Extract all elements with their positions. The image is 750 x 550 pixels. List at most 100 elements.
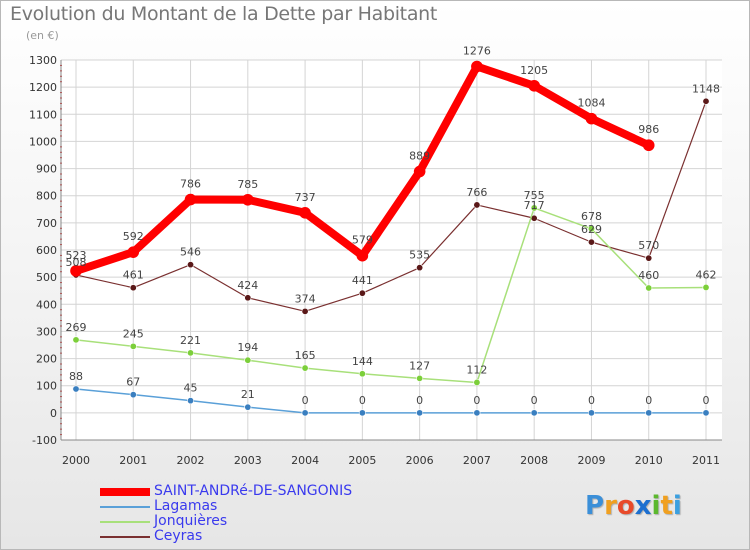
series-line-1	[75, 388, 707, 414]
data-label: 144	[352, 355, 373, 368]
x-tick-label: 2008	[520, 454, 548, 467]
data-label: 165	[295, 349, 316, 362]
data-point	[587, 238, 595, 246]
logo-letter: x	[634, 491, 652, 521]
data-point	[587, 225, 595, 233]
data-point	[471, 60, 483, 73]
chart-unit-label: (en €)	[26, 29, 59, 42]
data-label: 678	[581, 210, 602, 223]
y-tick-label: 1200	[29, 81, 57, 94]
y-tick-label: 600	[36, 244, 57, 257]
x-tick-label: 2002	[177, 454, 205, 467]
data-label: 88	[69, 370, 83, 383]
logo-letter: P	[585, 491, 605, 521]
x-tick-label: 2000	[62, 454, 90, 467]
data-label: 245	[123, 327, 144, 340]
y-tick-label: 1100	[29, 108, 57, 121]
data-label: 45	[184, 382, 198, 395]
data-label: 0	[416, 394, 423, 407]
legend-swatch	[100, 506, 150, 508]
data-label: 67	[126, 376, 140, 389]
data-point	[358, 289, 366, 297]
data-label: 1276	[463, 45, 491, 58]
legend-label: Ceyras	[154, 528, 203, 544]
data-label: 112	[466, 363, 487, 376]
data-label: 441	[352, 274, 373, 287]
logo-letter: t	[660, 491, 673, 521]
data-label: 1084	[577, 97, 605, 110]
data-point	[645, 254, 653, 262]
data-label: 0	[473, 394, 480, 407]
chart-title: Evolution du Montant de la Dette par Hab…	[10, 3, 438, 25]
x-tick-label: 2009	[577, 454, 605, 467]
legend-swatch	[100, 488, 150, 496]
data-label: 717	[524, 199, 545, 212]
x-tick-label: 2007	[463, 454, 491, 467]
data-point	[416, 264, 424, 272]
data-label: 461	[123, 269, 144, 282]
data-label: 21	[241, 388, 255, 401]
data-label: 0	[645, 394, 652, 407]
y-tick-label: 0	[50, 407, 57, 420]
data-label: 0	[302, 394, 309, 407]
data-label: 786	[180, 178, 201, 191]
legend-swatch	[100, 536, 150, 538]
legend-label: Jonquières	[154, 513, 228, 529]
data-point	[358, 409, 366, 417]
legend-label: Lagamas	[154, 498, 218, 514]
y-tick-label: 1300	[29, 54, 57, 67]
data-point	[72, 336, 80, 344]
data-point	[184, 193, 197, 206]
x-tick-label: 2001	[119, 454, 147, 467]
data-point	[416, 374, 424, 382]
data-point	[645, 409, 653, 417]
x-tick-label: 2006	[406, 454, 434, 467]
data-label: 462	[696, 268, 717, 281]
data-label: 535	[409, 249, 430, 262]
data-point	[528, 79, 540, 92]
x-tick-label: 2003	[234, 454, 262, 467]
y-tick-label: -100	[32, 434, 57, 447]
data-point	[129, 342, 137, 350]
data-label: 127	[409, 359, 430, 372]
data-point	[127, 246, 140, 258]
data-label: 1205	[520, 64, 548, 77]
data-point	[530, 204, 538, 212]
data-point	[129, 391, 137, 399]
y-tick-label: 1000	[29, 135, 57, 148]
data-point	[530, 409, 538, 417]
y-tick-label: 200	[36, 353, 57, 366]
logo-letter: i	[651, 491, 661, 521]
data-point	[473, 409, 481, 417]
data-label: 579	[352, 234, 373, 247]
data-label: 755	[524, 189, 545, 202]
data-point	[242, 193, 254, 206]
data-point	[187, 349, 195, 357]
data-label: 986	[638, 123, 659, 136]
y-tick-label: 500	[36, 271, 57, 284]
data-point	[416, 409, 424, 417]
x-tick-label: 2010	[635, 454, 663, 467]
data-point	[244, 294, 252, 302]
data-label: 523	[66, 249, 87, 262]
data-label: 0	[531, 394, 538, 407]
legend-label: SAINT-ANDRé-DE-SANGONIS	[154, 483, 353, 499]
data-label: 1148	[692, 82, 720, 95]
data-label: 424	[237, 279, 258, 292]
data-label: 889	[409, 150, 430, 163]
data-label: 570	[638, 239, 659, 252]
data-point	[129, 284, 137, 292]
data-point	[299, 207, 311, 219]
data-label: 0	[588, 394, 595, 407]
data-point	[413, 165, 426, 178]
data-point	[72, 385, 80, 393]
data-label: 194	[237, 341, 258, 354]
data-point	[642, 139, 655, 152]
data-point	[187, 397, 195, 405]
data-point	[473, 378, 481, 386]
data-point	[301, 409, 309, 417]
y-tick-label: 400	[36, 298, 57, 311]
data-point	[187, 261, 195, 269]
data-label: 737	[295, 191, 316, 204]
